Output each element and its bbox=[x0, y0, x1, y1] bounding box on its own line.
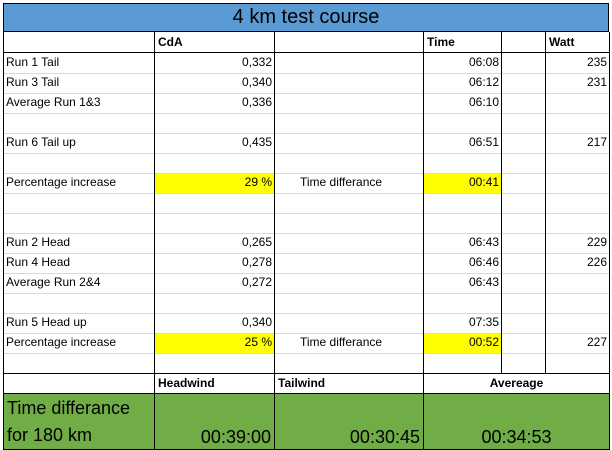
border bbox=[3, 393, 609, 394]
cda-value[interactable]: 0,435 bbox=[241, 135, 272, 149]
summary-header-average[interactable]: Avereage bbox=[489, 376, 544, 390]
row-label[interactable]: Run 4 Head bbox=[6, 255, 71, 269]
cda-value[interactable]: 0,340 bbox=[241, 315, 272, 329]
border bbox=[154, 32, 155, 373]
gridline bbox=[3, 233, 609, 234]
row-label[interactable]: Average Run 1&3 bbox=[6, 95, 101, 109]
gridline bbox=[3, 253, 609, 254]
summary-green-area bbox=[3, 393, 609, 449]
row-label[interactable]: Run 6 Tail up bbox=[6, 135, 76, 149]
time-value[interactable]: 06:46 bbox=[468, 255, 499, 269]
percentage-value[interactable]: 29 % bbox=[244, 175, 272, 189]
border bbox=[3, 52, 609, 53]
watt-value[interactable]: 229 bbox=[586, 235, 607, 249]
watt-value[interactable]: 231 bbox=[586, 75, 607, 89]
summary-header-headwind[interactable]: Headwind bbox=[158, 376, 215, 390]
time-value[interactable]: 06:10 bbox=[468, 95, 499, 109]
border bbox=[3, 32, 4, 450]
border bbox=[545, 32, 546, 373]
border bbox=[423, 373, 424, 450]
summary-average-value[interactable]: 00:34:53 bbox=[481, 427, 552, 447]
time-value[interactable]: 06:12 bbox=[468, 75, 499, 89]
header-watt[interactable]: Watt bbox=[549, 35, 575, 49]
highlight-diff2 bbox=[424, 333, 501, 353]
time-value[interactable]: 07:35 bbox=[468, 315, 499, 329]
gridline bbox=[3, 273, 609, 274]
header-cda[interactable]: CdA bbox=[158, 35, 183, 49]
gridline bbox=[3, 293, 609, 294]
row-label[interactable]: Run 3 Tail bbox=[6, 75, 60, 89]
border bbox=[423, 32, 424, 373]
watt-value[interactable]: 235 bbox=[586, 55, 607, 69]
summary-headwind-value[interactable]: 00:39:00 bbox=[200, 427, 271, 447]
cda-value[interactable]: 0,265 bbox=[241, 235, 272, 249]
gridline bbox=[3, 73, 609, 74]
watt-value[interactable]: 226 bbox=[586, 255, 607, 269]
sheet-title[interactable]: 4 km test course bbox=[3, 3, 609, 32]
highlight-pct2 bbox=[155, 333, 274, 353]
gridline bbox=[3, 193, 609, 194]
watt-value[interactable]: 217 bbox=[586, 135, 607, 149]
border bbox=[609, 32, 610, 450]
cda-value[interactable]: 0,336 bbox=[241, 95, 272, 109]
time-difference-label[interactable]: Time differance bbox=[300, 335, 383, 349]
row-label[interactable]: Run 5 Head up bbox=[6, 315, 87, 329]
border bbox=[3, 373, 609, 374]
time-value[interactable]: 06:51 bbox=[468, 135, 499, 149]
summary-label-line1[interactable]: Time differance bbox=[7, 398, 131, 418]
time-difference-value[interactable]: 00:52 bbox=[468, 335, 499, 349]
summary-header-tailwind[interactable]: Tailwind bbox=[278, 376, 326, 390]
time-value[interactable]: 06:08 bbox=[468, 55, 499, 69]
gridline bbox=[3, 133, 609, 134]
border bbox=[274, 373, 275, 450]
gridline bbox=[3, 93, 609, 94]
percentage-value[interactable]: 25 % bbox=[244, 335, 272, 349]
gridline bbox=[3, 333, 609, 334]
summary-label-line2[interactable]: for 180 km bbox=[7, 425, 93, 445]
row-label[interactable]: Run 2 Head bbox=[6, 235, 71, 249]
gridline bbox=[3, 173, 609, 174]
summary-tailwind-value[interactable]: 00:30:45 bbox=[349, 427, 420, 447]
time-difference-label[interactable]: Time differance bbox=[300, 175, 383, 189]
gridline bbox=[3, 313, 609, 314]
cda-value[interactable]: 0,340 bbox=[241, 75, 272, 89]
cda-value[interactable]: 0,332 bbox=[241, 55, 272, 69]
cda-value[interactable]: 0,278 bbox=[241, 255, 272, 269]
gridline bbox=[3, 213, 609, 214]
row-label[interactable]: Average Run 2&4 bbox=[6, 275, 101, 289]
watt-value[interactable]: 227 bbox=[586, 335, 607, 349]
row-label[interactable]: Run 1 Tail bbox=[6, 55, 60, 69]
highlight-diff1 bbox=[424, 173, 501, 193]
time-value[interactable]: 06:43 bbox=[468, 275, 499, 289]
gridline bbox=[3, 113, 609, 114]
header-time[interactable]: Time bbox=[427, 35, 455, 49]
row-label[interactable]: Percentage increase bbox=[6, 335, 117, 349]
row-label[interactable]: Percentage increase bbox=[6, 175, 117, 189]
highlight-pct1 bbox=[155, 173, 274, 193]
time-difference-value[interactable]: 00:41 bbox=[468, 175, 499, 189]
border bbox=[501, 32, 502, 373]
gridline bbox=[3, 153, 609, 154]
border bbox=[154, 373, 155, 450]
time-value[interactable]: 06:43 bbox=[468, 235, 499, 249]
cda-value[interactable]: 0,272 bbox=[241, 275, 272, 289]
gridline bbox=[3, 353, 609, 354]
border bbox=[274, 32, 275, 373]
